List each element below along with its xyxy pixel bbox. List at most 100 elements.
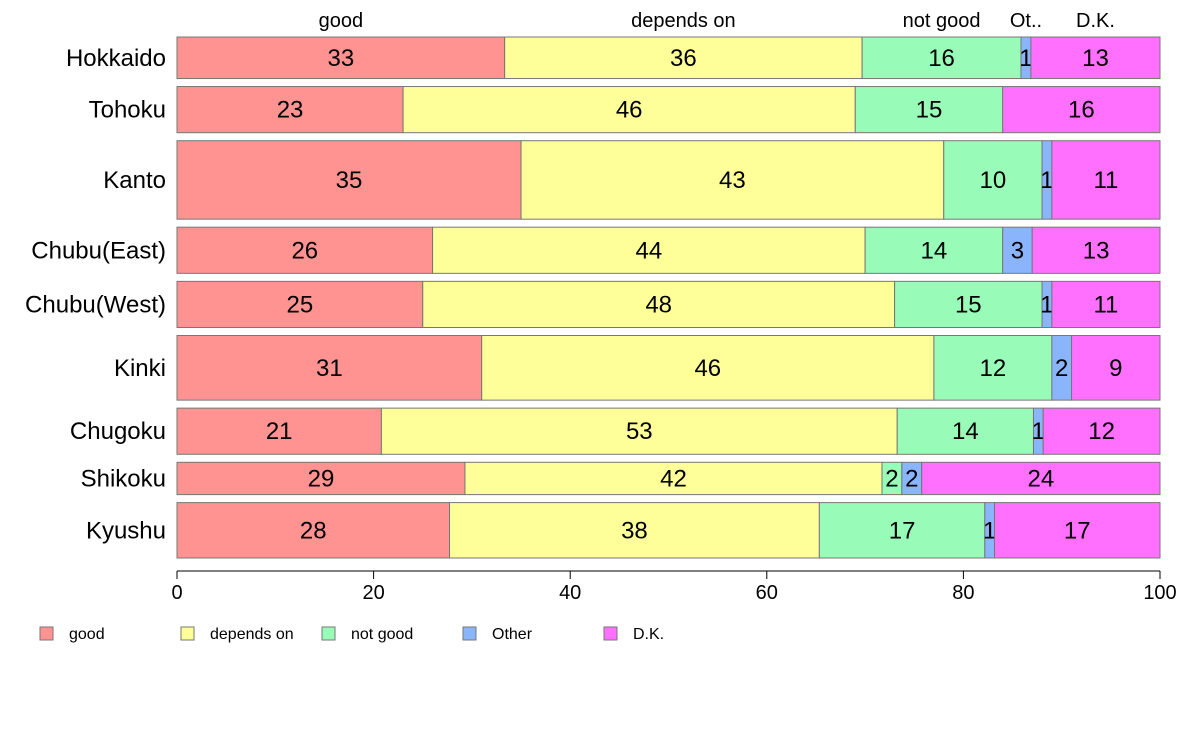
data-label: 42	[660, 465, 687, 492]
series-header-label: not good	[903, 10, 981, 32]
data-label: 13	[1083, 237, 1110, 264]
x-tick-label: 60	[756, 582, 778, 604]
data-label: 1	[1040, 167, 1053, 194]
bar-segment	[176, 140, 522, 220]
bar-row: Tohoku 23 46 15 16	[89, 86, 1161, 134]
data-label: 31	[316, 355, 343, 382]
data-label: 21	[266, 418, 293, 445]
series-header-labels: good depends on not good Ot.. D.K.	[319, 10, 1115, 32]
data-label: 28	[300, 517, 327, 544]
data-label: 15	[955, 291, 982, 318]
data-label: 46	[616, 97, 643, 124]
legend-label: D.K.	[633, 626, 664, 643]
bar-segment	[943, 140, 1043, 220]
data-label: 13	[1082, 45, 1109, 72]
legend-item: not good	[321, 626, 413, 643]
data-label: 1	[1019, 45, 1032, 72]
data-label: 2	[1055, 355, 1068, 382]
bar-segment	[1071, 335, 1161, 401]
bar-segment	[1002, 86, 1161, 134]
data-label: 12	[980, 355, 1007, 382]
data-label: 9	[1109, 355, 1122, 382]
data-label: 48	[645, 291, 672, 318]
data-label: 43	[719, 167, 746, 194]
bar-segment	[896, 407, 1034, 455]
bar-segment	[464, 461, 883, 496]
data-label: 36	[670, 45, 697, 72]
bar-segment	[402, 86, 856, 134]
bar-segment	[176, 226, 434, 274]
legend-swatch	[462, 626, 477, 641]
bar-segment	[1042, 407, 1161, 455]
data-label: 44	[635, 237, 662, 264]
legend-swatch	[180, 626, 195, 641]
category-label: Chugoku	[70, 418, 166, 445]
bar-segment	[994, 502, 1161, 559]
legend-swatch	[321, 626, 336, 641]
data-label: 26	[291, 237, 318, 264]
data-label: 23	[277, 97, 304, 124]
bar-segment	[176, 407, 382, 455]
category-label: Kinki	[114, 355, 166, 382]
bar-segment	[1051, 140, 1161, 220]
legend-item: good	[39, 626, 105, 643]
data-label: 25	[287, 291, 314, 318]
bar-segment	[176, 36, 506, 80]
data-label: 29	[308, 465, 335, 492]
legend-swatch	[603, 626, 618, 641]
data-label: 12	[1088, 418, 1115, 445]
series-header-label: D.K.	[1076, 10, 1115, 32]
data-label: 2	[905, 465, 918, 492]
data-label: 17	[1064, 517, 1091, 544]
bar-segment	[1051, 280, 1161, 329]
x-tick-label: 40	[559, 582, 581, 604]
data-label: 33	[327, 45, 354, 72]
data-label: 35	[336, 167, 363, 194]
data-label: 53	[626, 418, 653, 445]
bar-segment	[481, 335, 935, 401]
bar-segment	[894, 280, 1043, 329]
legend-item: depends on	[180, 626, 294, 643]
data-label: 3	[1011, 237, 1024, 264]
bar-segment	[818, 502, 986, 559]
legend: good depends on not good Other D.K.	[39, 626, 664, 643]
x-tick-label: 0	[171, 582, 182, 604]
category-label: Tohoku	[89, 97, 166, 124]
data-label: 11	[1093, 291, 1118, 318]
legend-item: Other	[462, 626, 533, 643]
bar-row: Kinki 31 46 12 2 9	[114, 335, 1161, 401]
series-header-label: depends on	[631, 10, 736, 32]
data-label: 11	[1093, 167, 1118, 194]
x-tick-label: 100	[1143, 582, 1176, 604]
x-axis: 0 20 40 60 80 100	[171, 570, 1177, 604]
data-label: 46	[694, 355, 721, 382]
data-label: 38	[621, 517, 648, 544]
bar-segment	[432, 226, 866, 274]
bar-segment	[933, 335, 1053, 401]
legend-label: depends on	[210, 626, 294, 643]
bar-segment	[1030, 36, 1161, 80]
data-label: 14	[921, 237, 948, 264]
legend-label: good	[69, 626, 105, 643]
bar-row: Chubu(West) 25 48 15 1 11	[25, 280, 1161, 329]
data-label: 10	[980, 167, 1007, 194]
category-label: Hokkaido	[66, 45, 166, 72]
data-label: 1	[1040, 291, 1053, 318]
bar-row: Kanto 35 43 10 1 11	[103, 140, 1161, 220]
category-label: Kanto	[103, 167, 166, 194]
legend-swatch	[39, 626, 54, 641]
bar-segment	[449, 502, 820, 559]
bar-segment	[1002, 226, 1033, 274]
x-tick-label: 80	[952, 582, 974, 604]
bar-row: Shikoku 29 42 2 2 24	[81, 461, 1161, 496]
data-label: 14	[952, 418, 979, 445]
category-label: Chubu(West)	[25, 291, 166, 318]
data-label: 16	[1068, 97, 1095, 124]
data-label: 1	[1032, 418, 1045, 445]
data-label: 2	[885, 465, 898, 492]
category-label: Chubu(East)	[31, 237, 166, 264]
bar-segment	[176, 335, 483, 401]
data-label: 1	[983, 517, 996, 544]
